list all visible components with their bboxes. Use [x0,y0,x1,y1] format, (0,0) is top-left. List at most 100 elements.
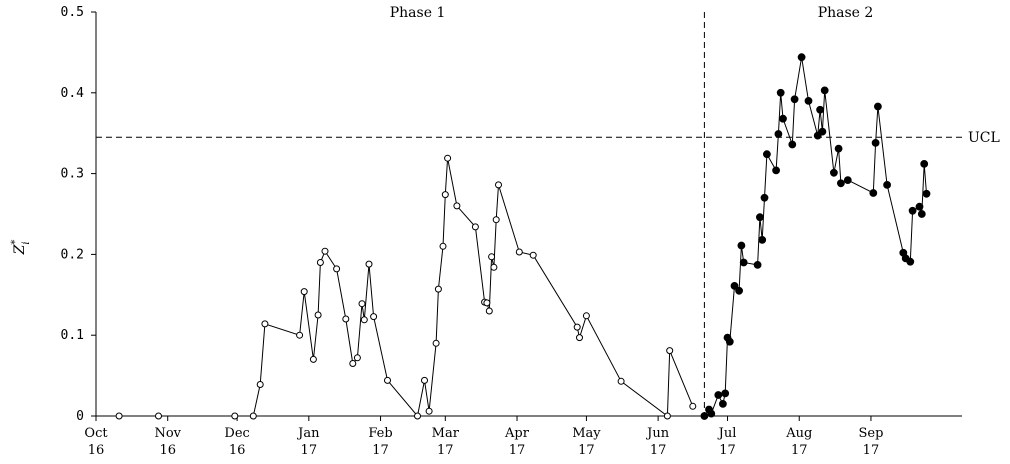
data-point [573,323,581,331]
data-point [582,312,590,320]
data-point [883,181,891,189]
data-point [441,191,449,199]
data-point [384,376,391,384]
data-point [804,97,813,105]
y-tick-label: 0.5 [61,5,84,20]
data-point [353,354,361,362]
data-point [707,409,716,418]
data-point [115,412,123,420]
data-point [425,407,433,415]
data-point [296,331,304,339]
data-point [155,412,162,420]
phase-label: Phase 1 [390,5,446,21]
data-point [820,86,829,95]
data-point [760,193,769,202]
data-point [837,179,845,188]
x-tick-year: 17 [437,443,454,458]
reference-lines [96,12,962,416]
data-point [576,334,583,342]
data-point [414,412,421,420]
data-point [256,381,264,388]
axes [95,12,962,417]
x-tick-year: 17 [301,443,318,458]
data-point [360,316,368,324]
data-point [922,189,931,198]
x-tick-month: Mar [432,426,460,441]
x-tick-year: 16 [88,443,105,458]
data-point [439,242,447,250]
data-point [483,299,491,307]
x-tick-year: 17 [719,443,736,458]
data-point [818,127,827,136]
series-group [115,53,931,420]
data-point [492,216,500,224]
data-point [485,307,493,315]
data-point [663,412,671,420]
data-point [908,206,917,215]
x-tick-month: Sep [858,426,883,441]
data-point [249,412,257,420]
data-point [735,286,743,295]
data-point [719,400,727,408]
data-point [774,130,783,138]
data-point [432,339,440,347]
x-tick-month: Feb [368,426,392,441]
y-ticks: 0 0.1 0.2 0.3 0.4 0.5 [61,5,96,424]
data-point [871,139,880,147]
y-axis-label-superscript: * [10,240,21,245]
data-point [490,263,498,271]
data-point [365,260,373,268]
data-point [753,261,762,269]
data-point [453,202,461,210]
phase-label: Phase 2 [818,5,874,21]
data-point [349,360,357,367]
data-point [915,202,924,211]
y-tick-label: 0 [76,409,84,424]
data-point [920,160,929,168]
x-ticks: Oct 16 Nov 16 Dec 16 Jan 17 Feb 17 Mar 17 Apr 17 May 17… [84,416,883,458]
data-point [321,247,329,255]
x-tick-month: Dec [224,426,249,441]
data-point [529,251,537,259]
x-tick-month: Jun [645,426,670,441]
data-point [725,337,734,346]
data-point [756,213,764,222]
data-point [495,181,502,189]
data-point [515,248,523,256]
data-point [261,320,269,328]
y-tick-label: 0.2 [61,247,84,262]
data-point [834,144,843,153]
data-point [874,102,882,111]
data-point [434,285,442,293]
data-point [700,412,709,420]
data-point [421,376,428,384]
x-tick-month: May [572,426,601,441]
x-tick-year: 16 [229,443,246,458]
x-tick-month: Aug [785,426,812,441]
series-line-1 [119,158,694,418]
data-point [721,389,730,398]
data-point [869,189,878,197]
x-tick-year: 17 [650,443,667,458]
data-point [488,253,496,261]
data-point [906,257,915,266]
x-tick-year: 17 [863,443,880,458]
data-point [333,265,341,273]
data-point [776,88,785,97]
y-axis-label: Z*i [10,240,32,256]
data-point [471,223,479,231]
data-point [370,313,378,321]
data-point [797,53,806,62]
x-tick-year: 17 [791,443,808,458]
data-point [830,168,838,177]
data-point [843,176,852,185]
data-point [788,140,797,149]
x-tick-year: 17 [578,443,595,458]
x-tick-month: Oct [84,426,108,441]
data-point [737,241,746,250]
x-tick-month: Nov [154,426,181,441]
x-tick-month: Jul [717,426,737,441]
x-tick-year: 17 [372,443,389,458]
data-point [763,150,771,159]
